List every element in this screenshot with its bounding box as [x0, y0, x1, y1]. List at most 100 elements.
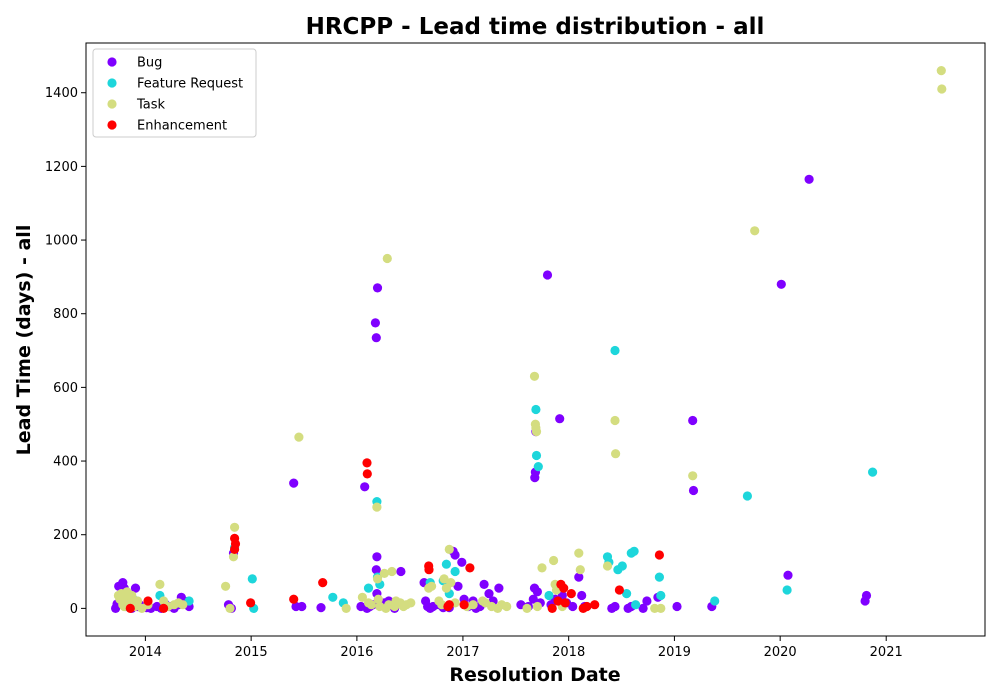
data-point: [782, 585, 792, 595]
data-point: [622, 589, 632, 599]
data-point: [178, 600, 188, 610]
data-point: [247, 574, 257, 584]
y-axis-ticks: 0 200 400 600 800 1000 1200 1400: [45, 86, 86, 617]
data-point: [465, 563, 475, 573]
legend-label: Bug: [137, 56, 162, 71]
data-point: [372, 502, 382, 512]
data-point: [559, 583, 569, 593]
y-tick-label: 1200: [45, 160, 78, 175]
data-point: [610, 601, 620, 612]
data-point: [522, 603, 532, 614]
data-point: [776, 279, 786, 289]
data-point: [441, 559, 451, 569]
legend-marker: [107, 99, 117, 109]
data-point: [362, 458, 372, 468]
data-point: [577, 590, 587, 601]
data-point: [688, 485, 699, 496]
data-point: [688, 471, 698, 481]
data-point: [494, 583, 504, 593]
data-point: [230, 522, 240, 532]
data-point: [328, 592, 338, 602]
data-point: [289, 594, 299, 604]
x-axis-label: Resolution Date: [449, 664, 620, 686]
data-point: [370, 318, 380, 328]
data-point: [446, 578, 456, 588]
legend-box: [92, 48, 257, 138]
series-enhancement: [125, 458, 665, 614]
data-point: [654, 572, 665, 582]
y-tick-label: 400: [53, 455, 78, 470]
data-point: [468, 600, 478, 610]
data-point: [133, 596, 143, 606]
legend-marker: [107, 78, 117, 88]
legend-label: Feature Request: [137, 77, 243, 92]
data-point: [372, 283, 383, 293]
data-point: [371, 333, 381, 343]
data-point: [555, 414, 565, 424]
data-point: [382, 253, 392, 264]
data-point: [457, 557, 467, 567]
y-axis-label: Lead Time (days) - all: [13, 225, 35, 456]
data-point: [371, 565, 381, 575]
data-point: [366, 600, 376, 610]
data-point: [574, 548, 584, 558]
data-point: [528, 594, 538, 604]
data-point: [362, 469, 372, 479]
data-point: [450, 550, 460, 560]
data-point: [937, 84, 947, 94]
x-tick-label: 2020: [764, 645, 797, 660]
data-point: [575, 565, 585, 575]
data-point: [861, 590, 872, 601]
data-point: [531, 450, 542, 461]
series-task: [113, 66, 947, 614]
data-point: [529, 371, 540, 381]
data-point: [614, 585, 625, 595]
y-tick-label: 1400: [45, 86, 78, 101]
data-point: [750, 226, 760, 236]
x-tick-label: 2015: [235, 645, 268, 660]
data-point: [531, 404, 541, 415]
data-point: [318, 578, 328, 588]
x-tick-label: 2018: [552, 645, 585, 660]
data-point: [444, 600, 454, 610]
data-point: [742, 491, 753, 501]
data-point: [450, 566, 460, 577]
data-point: [406, 598, 416, 608]
data-point: [642, 596, 652, 606]
data-point: [143, 596, 153, 606]
data-point: [656, 590, 666, 601]
data-point: [804, 174, 814, 184]
data-point: [130, 583, 141, 593]
data-point: [372, 552, 382, 562]
data-point: [611, 449, 621, 459]
data-point: [297, 601, 307, 612]
data-point: [289, 478, 299, 488]
data-point: [936, 66, 946, 76]
data-point: [547, 603, 557, 614]
y-tick-label: 600: [53, 381, 78, 396]
data-point: [294, 432, 304, 442]
data-point: [246, 598, 256, 608]
data-point: [439, 574, 449, 584]
data-point: [357, 592, 367, 602]
x-axis-ticks: 2014 2015 2016 2017 2018 2019 2020 2021: [129, 636, 903, 660]
data-point: [549, 555, 559, 566]
data-point: [444, 544, 454, 555]
data-point: [617, 561, 627, 571]
data-point: [532, 601, 543, 612]
data-point: [531, 427, 542, 437]
data-point: [373, 594, 383, 604]
data-point: [341, 603, 351, 614]
data-point: [582, 601, 592, 612]
y-tick-label: 1000: [45, 234, 78, 249]
legend: Bug Feature Request Task Enhancement: [92, 48, 257, 138]
data-point: [228, 552, 239, 562]
data-point: [387, 566, 397, 577]
data-point: [610, 345, 620, 356]
data-point: [631, 600, 641, 610]
data-point: [566, 589, 576, 599]
x-tick-label: 2016: [340, 645, 373, 660]
data-point: [574, 572, 584, 582]
data-point: [590, 600, 600, 610]
